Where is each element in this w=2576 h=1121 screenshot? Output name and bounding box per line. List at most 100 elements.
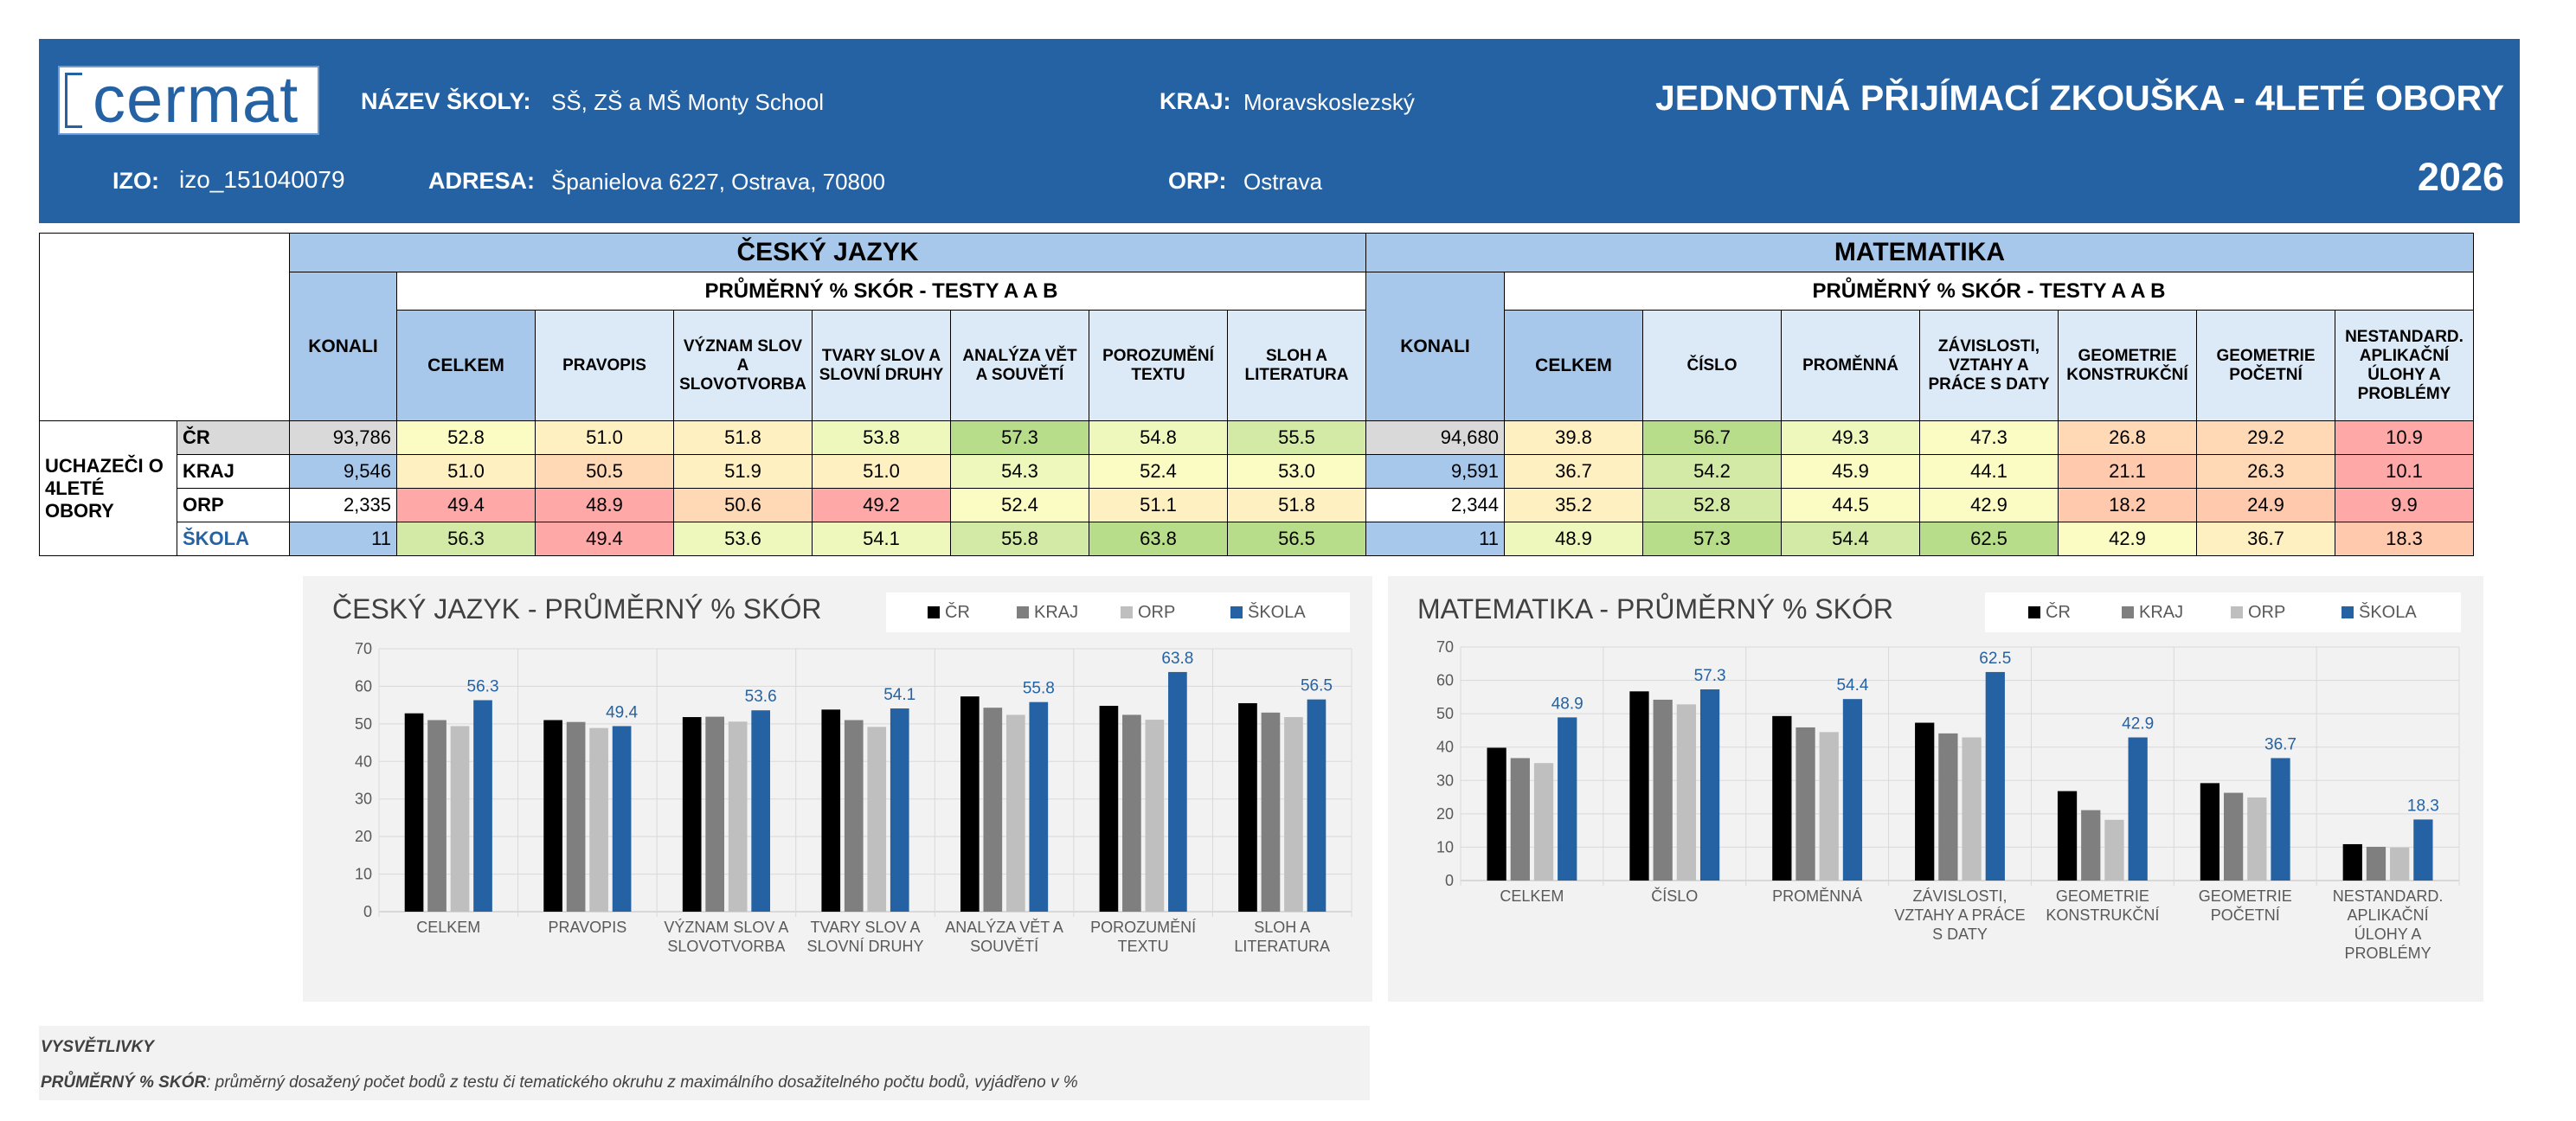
x-tick-label: APLIKAČNÍ: [2348, 906, 2429, 924]
row-label: ŠKOLA: [177, 522, 290, 556]
report-year: 2026: [2417, 155, 2504, 199]
cj-col-header: PRAVOPIS: [535, 310, 674, 421]
bar-škola: [2271, 758, 2290, 881]
x-tick-label: SOUVĚTÍ: [970, 938, 1038, 955]
cj-col-header: POROZUMĚNÍ TEXTU: [1089, 310, 1228, 421]
data-label: 54.1: [883, 686, 915, 704]
ma-section-header: MATEMATIKA: [1365, 233, 2474, 272]
bar-čr: [1915, 722, 1935, 881]
cj-score-cell: 51.8: [673, 420, 813, 455]
ma-score-cell: 39.8: [1504, 420, 1643, 455]
x-tick-label: GEOMETRIE: [2199, 887, 2292, 905]
bar-kraj: [2366, 847, 2386, 881]
explanations-term: PRŮMĚRNÝ % SKÓR: [41, 1073, 207, 1092]
bar-škola: [473, 700, 492, 912]
table-corner: [39, 233, 290, 421]
bar-škola: [890, 708, 909, 912]
x-tick-label: PROMĚNNÁ: [1772, 887, 1862, 905]
bar-škola: [1558, 717, 1577, 881]
logo-text: cermat: [93, 63, 299, 137]
school-label: NÁZEV ŠKOLY:: [361, 88, 531, 114]
cj-score-cell: 57.3: [950, 420, 1089, 455]
bar-orp: [1005, 714, 1025, 912]
bar-kraj: [705, 716, 725, 912]
bar-čr: [1629, 691, 1649, 881]
bar-škola: [1307, 699, 1327, 912]
school-value: SŠ, ZŠ a MŠ Monty School: [551, 89, 825, 115]
x-tick-label: TVARY SLOV A: [810, 919, 920, 936]
x-tick-label: NESTANDARD.: [2333, 887, 2444, 905]
bar-kraj: [844, 720, 864, 912]
cj-col-header: SLOH A LITERATURA: [1227, 310, 1366, 421]
ma-konali-header: KONALI: [1365, 272, 1505, 421]
orp-value: Ostrava: [1243, 169, 1323, 195]
ma-score-cell: 10.1: [2335, 454, 2474, 489]
logo-bracket-icon: [65, 73, 82, 128]
data-label: 49.4: [606, 703, 638, 721]
legend-item-cr: ČR: [2028, 603, 2071, 623]
bar-škola: [612, 726, 632, 912]
bar-čr: [1238, 702, 1257, 912]
orp-label: ORP:: [1168, 168, 1227, 194]
ma-score-cell: 36.7: [2196, 522, 2335, 556]
ma-score-cell: 9.9: [2335, 488, 2474, 522]
cj-score-cell: 49.4: [535, 522, 674, 556]
ma-score-cell: 35.2: [1504, 488, 1643, 522]
ma-score-cell: 62.5: [1919, 522, 2059, 556]
bar-čr: [1772, 715, 1792, 881]
results-table: ČESKÝ JAZYK MATEMATIKA KONALI PRŮMĚRNÝ %…: [39, 233, 2474, 556]
ma-konali-cell: 2,344: [1365, 488, 1505, 522]
cj-score-cell: 51.8: [1227, 488, 1366, 522]
y-tick-label: 10: [1436, 838, 1454, 855]
ma-col-header: PROMĚNNÁ: [1781, 310, 1920, 421]
ma-score-cell: 45.9: [1781, 454, 1920, 489]
data-label: 56.3: [467, 677, 499, 695]
bar-škola: [751, 710, 771, 912]
explanations-heading: VYSVĚTLIVKY: [41, 1038, 154, 1056]
legend-item-cr: ČR: [928, 603, 970, 623]
bar-kraj: [1122, 714, 1141, 912]
bar-čr: [2342, 843, 2362, 881]
bar-orp: [1145, 720, 1165, 912]
cj-score-cell: 56.3: [396, 522, 536, 556]
bar-čr: [682, 717, 702, 912]
bar-čr: [821, 709, 841, 912]
x-tick-label: KONSTRUKČNÍ: [2046, 906, 2159, 924]
ma-col-header: GEOMETRIE POČETNÍ: [2196, 310, 2335, 421]
y-tick-label: 30: [1436, 772, 1454, 789]
data-label: 48.9: [1551, 695, 1584, 713]
bar-orp: [1819, 732, 1839, 881]
cj-col-header: CELKEM: [396, 310, 536, 421]
bar-škola: [1168, 671, 1187, 912]
cj-score-cell: 50.5: [535, 454, 674, 489]
bar-orp: [728, 721, 748, 912]
x-tick-label: TEXTU: [1118, 938, 1169, 955]
kraj-label: KRAJ:: [1160, 88, 1231, 114]
cj-score-cell: 49.4: [396, 488, 536, 522]
ma-score-cell: 21.1: [2058, 454, 2197, 489]
ma-bar-chart: 0 10 20 30 40 50 60 70 48.9 CELKEM 57.3 ČÍSLO 54.4 PR…: [1436, 638, 2460, 962]
row-label: KRAJ: [177, 454, 290, 489]
x-tick-label: POROZUMĚNÍ: [1090, 919, 1196, 936]
bar-kraj: [1653, 699, 1673, 881]
cj-konali-cell: 93,786: [289, 420, 397, 455]
cermat-logo: cermat: [58, 63, 319, 137]
y-tick-label: 20: [355, 828, 372, 845]
bar-orp: [2104, 819, 2124, 881]
bar-škola: [1985, 671, 2005, 881]
cj-score-cell: 63.8: [1089, 522, 1228, 556]
x-tick-label: POČETNÍ: [2211, 906, 2280, 924]
x-tick-label: CELKEM: [1500, 887, 1564, 905]
legend-item-kraj: KRAJ: [1017, 603, 1078, 623]
cj-chart-title: ČESKÝ JAZYK - PRŮMĚRNÝ % SKÓR: [332, 593, 822, 625]
ma-score-cell: 18.3: [2335, 522, 2474, 556]
bar-kraj: [566, 721, 586, 912]
legend-swatch-cr: [2028, 606, 2040, 618]
x-tick-label: LITERATURA: [1234, 938, 1330, 955]
bar-kraj: [1261, 712, 1281, 912]
cj-score-cell: 51.0: [535, 420, 674, 455]
ma-score-cell: 29.2: [2196, 420, 2335, 455]
cj-score-cell: 54.8: [1089, 420, 1228, 455]
cj-score-cell: 51.0: [396, 454, 536, 489]
ma-score-cell: 47.3: [1919, 420, 2059, 455]
